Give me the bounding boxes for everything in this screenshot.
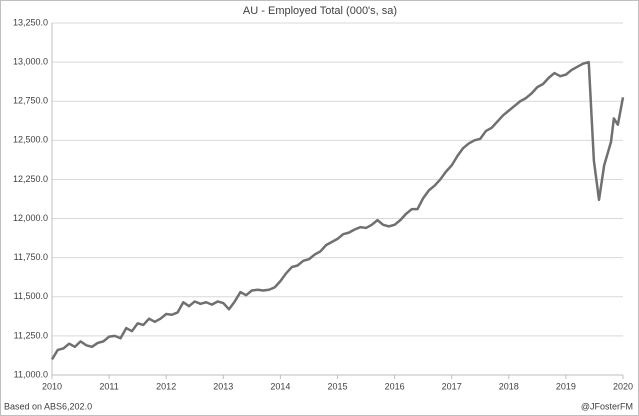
x-tick-label: 2014 (270, 381, 290, 391)
y-tick-label: 12,000.0 (13, 213, 48, 223)
y-tick-label: 13,250.0 (13, 17, 48, 27)
y-tick-label: 12,500.0 (13, 135, 48, 145)
x-tick-label: 2018 (499, 381, 519, 391)
x-tick-label: 2013 (213, 381, 233, 391)
x-tick-label: 2017 (442, 381, 462, 391)
y-tick-label: 11,750.0 (14, 252, 48, 262)
x-tick-label: 2019 (556, 381, 576, 391)
chart-title: AU - Employed Total (000's, sa) (243, 5, 397, 17)
data-line (50, 60, 625, 361)
x-tick-label: 2012 (156, 381, 176, 391)
x-tick-label: 2020 (613, 381, 633, 391)
y-tick-label: 11,500.0 (14, 291, 48, 301)
y-tick-label: 13,000.0 (13, 56, 48, 66)
y-tick-label: 12,250.0 (13, 174, 48, 184)
x-tick-label: 2016 (385, 381, 405, 391)
x-tick-label: 2010 (42, 381, 62, 391)
y-tick-label: 11,250.0 (14, 330, 48, 340)
y-tick-label: 11,000.0 (14, 369, 48, 379)
source-note: Based on ABS6,202.0 (4, 401, 92, 411)
credit-note: @JFosterFM (581, 401, 633, 411)
x-tick-label: 2015 (327, 381, 347, 391)
x-tick-label: 2011 (99, 381, 118, 391)
y-tick-label: 12,750.0 (13, 96, 48, 106)
